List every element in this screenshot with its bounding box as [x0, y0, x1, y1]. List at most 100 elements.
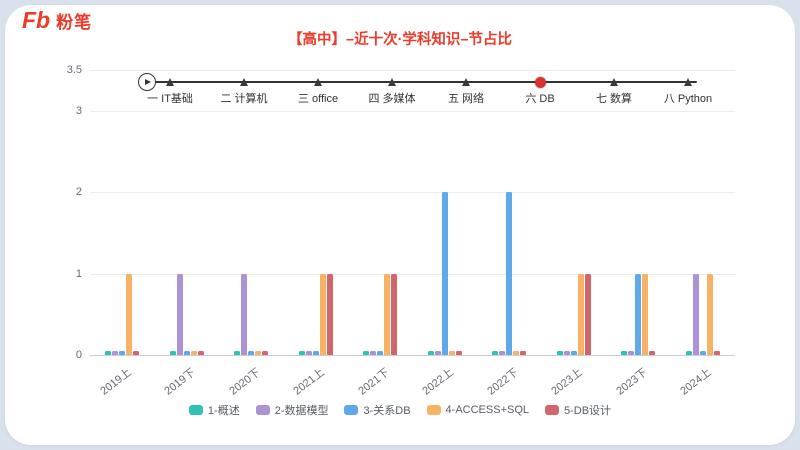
bar-1-概述 [363, 350, 370, 355]
legend-label: 3-关系DB [363, 405, 411, 417]
bar-1-概述 [169, 350, 176, 355]
timeline-step-label[interactable]: 六 DB [525, 93, 555, 105]
bar-5-DB设计 [455, 350, 462, 355]
timeline-step-label[interactable]: 三 office [297, 93, 339, 105]
bar-1-概述 [234, 350, 241, 355]
y-axis-label: 3 [75, 104, 82, 117]
bar-3-关系DB [312, 350, 319, 355]
gridline [90, 192, 735, 194]
bar-2-数据模型 [628, 350, 635, 355]
bar-2-数据模型 [692, 273, 699, 355]
x-axis-label: 2022下 [485, 366, 521, 398]
legend-swatch [255, 405, 270, 415]
x-axis-label: 2020下 [227, 366, 263, 398]
bar-4-ACCESS+SQL [255, 350, 262, 355]
timeline-step-label[interactable]: 四 多媒体 [368, 93, 416, 105]
bar-2-数据模型 [241, 273, 248, 355]
legend-item-2-数据模型[interactable]: 2-数据模型 [255, 402, 329, 418]
bar-5-DB设计 [520, 350, 527, 355]
timeline-step-label[interactable]: 八 Python [663, 93, 713, 105]
gridline [90, 110, 735, 112]
x-axis-label: 2019上 [98, 366, 134, 398]
timeline-active-marker[interactable] [534, 76, 546, 88]
bar-5-DB设计 [713, 350, 720, 355]
timeline-marker[interactable] [387, 78, 396, 86]
chart-title: 【高中】–近十次·学科知识–节占比 [288, 32, 512, 48]
bar-3-关系DB [377, 350, 384, 355]
timeline-marker[interactable] [609, 78, 618, 86]
bar-2-数据模型 [370, 350, 377, 355]
bar-3-关系DB [699, 350, 706, 355]
legend-swatch [545, 405, 559, 415]
bar-5-DB设计 [197, 350, 204, 355]
bar-5-DB设计 [649, 350, 656, 355]
bar-5-DB设计 [391, 273, 398, 355]
bar-4-ACCESS+SQL [706, 273, 713, 355]
timeline-play-button[interactable] [138, 73, 156, 91]
chart-legend: 1-概述 2-数据模型 3-关系DB 4-ACCESS+SQL 5-DB设计 [0, 402, 800, 418]
bar-4-ACCESS+SQL [448, 350, 455, 355]
timeline-marker[interactable] [239, 78, 248, 86]
legend-label: 4-ACCESS+SQL [445, 404, 529, 416]
legend-swatch [344, 405, 359, 415]
fenbi-logo: Fb 粉笔 [22, 9, 92, 32]
timeline-step-label[interactable]: 二 计算机 [220, 93, 268, 105]
legend-swatch [188, 405, 203, 415]
y-axis-label: 0 [75, 349, 82, 361]
bar-5-DB设计 [326, 273, 333, 355]
fenbi-logo-text: 粉笔 [56, 13, 93, 32]
timeline-step-label[interactable]: 七 数算 [595, 93, 633, 105]
legend-label: 1-概述 [207, 405, 240, 417]
bar-4-ACCESS+SQL [642, 273, 649, 355]
bar-1-概述 [298, 350, 305, 355]
x-axis-label: 2023上 [549, 366, 585, 398]
legend-label: 5-DB设计 [564, 405, 612, 417]
x-axis-line [90, 355, 735, 356]
legend-item-4-ACCESS+SQL[interactable]: 4-ACCESS+SQL [426, 404, 529, 416]
legend-label: 2-数据模型 [274, 405, 329, 417]
bar-4-ACCESS+SQL [190, 350, 197, 355]
timeline-step-label[interactable]: 一 IT基础 [147, 93, 193, 105]
legend-swatch [426, 405, 441, 415]
x-axis-label: 2024上 [678, 366, 714, 398]
bar-2-数据模型 [112, 350, 119, 355]
legend-item-3-关系DB[interactable]: 3-关系DB [344, 402, 411, 418]
bar-4-ACCESS+SQL [126, 273, 133, 355]
bar-1-概述 [685, 350, 692, 355]
bar-3-关系DB [248, 350, 255, 355]
bar-3-关系DB [506, 192, 513, 355]
gridline [90, 273, 735, 275]
bar-4-ACCESS+SQL [384, 273, 391, 355]
timeline-marker[interactable] [683, 78, 692, 86]
bar-3-关系DB [635, 273, 642, 355]
y-axis-label: 2 [75, 186, 82, 199]
bar-1-概述 [492, 350, 499, 355]
timeline-step-label[interactable]: 五 网络 [447, 93, 485, 105]
bar-2-数据模型 [499, 350, 506, 355]
bar-5-DB设计 [584, 273, 591, 355]
bar-4-ACCESS+SQL [577, 273, 584, 355]
bar-4-ACCESS+SQL [513, 350, 520, 355]
bar-2-数据模型 [434, 350, 441, 355]
bar-2-数据模型 [176, 273, 183, 355]
bar-1-概述 [105, 350, 112, 355]
timeline-marker[interactable] [165, 78, 174, 86]
main-card [5, 5, 795, 445]
x-axis-label: 2021上 [291, 366, 327, 398]
bar-1-概述 [427, 350, 434, 355]
bar-3-关系DB [441, 192, 448, 355]
timeline-marker[interactable] [461, 78, 470, 86]
bar-3-关系DB [570, 350, 577, 355]
legend-item-5-DB设计[interactable]: 5-DB设计 [545, 402, 611, 418]
bar-1-概述 [621, 350, 628, 355]
x-axis-label: 2021下 [356, 366, 392, 398]
x-axis-label: 2019下 [162, 366, 198, 398]
play-icon [145, 79, 151, 85]
gridline [90, 70, 735, 71]
legend-item-1-概述[interactable]: 1-概述 [188, 402, 240, 418]
bar-3-关系DB [183, 350, 190, 355]
bar-4-ACCESS+SQL [319, 273, 326, 355]
timeline-marker[interactable] [313, 78, 322, 86]
